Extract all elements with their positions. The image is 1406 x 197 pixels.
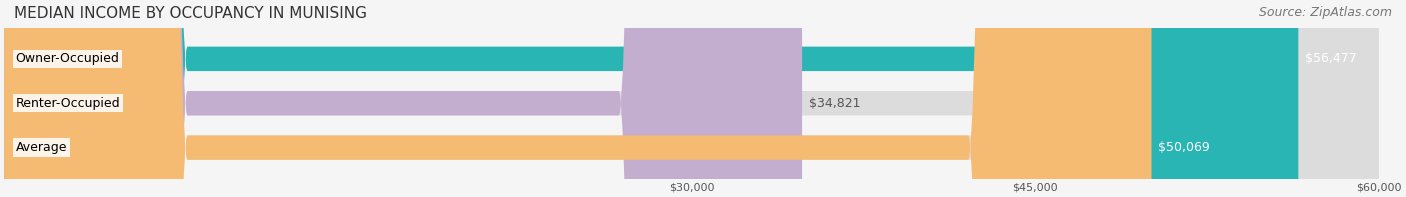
Text: Owner-Occupied: Owner-Occupied xyxy=(15,52,120,65)
Text: $56,477: $56,477 xyxy=(1305,52,1357,65)
FancyBboxPatch shape xyxy=(4,0,1298,197)
Text: Average: Average xyxy=(15,141,67,154)
FancyBboxPatch shape xyxy=(4,0,801,197)
Text: Source: ZipAtlas.com: Source: ZipAtlas.com xyxy=(1258,6,1392,19)
Text: $50,069: $50,069 xyxy=(1159,141,1211,154)
Text: Renter-Occupied: Renter-Occupied xyxy=(15,97,121,110)
FancyBboxPatch shape xyxy=(4,0,1379,197)
FancyBboxPatch shape xyxy=(4,0,1379,197)
Text: MEDIAN INCOME BY OCCUPANCY IN MUNISING: MEDIAN INCOME BY OCCUPANCY IN MUNISING xyxy=(14,6,367,21)
Text: $34,821: $34,821 xyxy=(808,97,860,110)
FancyBboxPatch shape xyxy=(4,0,1379,197)
FancyBboxPatch shape xyxy=(4,0,1152,197)
